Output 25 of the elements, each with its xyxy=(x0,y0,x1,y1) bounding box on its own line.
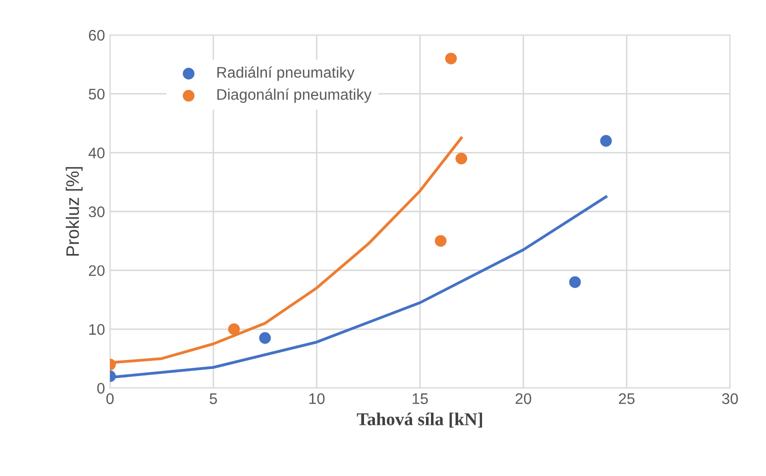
y-axis-title: Prokluz [%] xyxy=(66,167,83,256)
x-axis-title: Tahová síla [kN] xyxy=(356,412,482,428)
x-tick-label: 5 xyxy=(210,393,217,404)
y-tick-label: 10 xyxy=(89,324,105,335)
y-tick-label: 0 xyxy=(97,382,105,394)
point xyxy=(434,235,447,247)
point xyxy=(455,152,468,164)
x-tick-label: 15 xyxy=(412,393,428,404)
point xyxy=(259,332,271,344)
legend-label: Radiální pneumatiky xyxy=(217,66,355,81)
y-tick-label: 50 xyxy=(88,88,105,100)
x-tick-label: 10 xyxy=(309,393,325,404)
legend-label: Diagonální pneumatiky xyxy=(217,88,372,103)
y-tick-label: 30 xyxy=(88,206,105,218)
y-tick-label: 20 xyxy=(88,265,105,276)
x-tick-label: 0 xyxy=(106,393,114,404)
y-tick-label: 60 xyxy=(88,30,105,41)
x-tick-label: 25 xyxy=(618,393,635,404)
x-tick-label: 30 xyxy=(722,393,738,404)
y-tick-label: 40 xyxy=(88,148,105,158)
point xyxy=(228,323,240,336)
point xyxy=(569,276,581,288)
point xyxy=(445,52,457,64)
x-tick-label: 20 xyxy=(516,393,532,404)
point xyxy=(600,135,612,147)
